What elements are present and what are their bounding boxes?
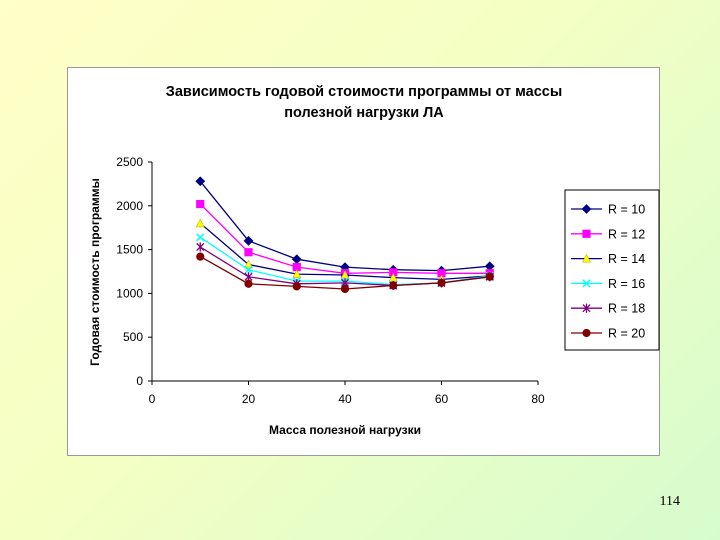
page-number: 114 [659, 494, 680, 509]
legend-label: R = 14 [608, 252, 645, 266]
chart-title-line-2: полезной нагрузки ЛА [284, 105, 444, 121]
data-point [582, 279, 591, 288]
data-point [196, 199, 205, 209]
data-point [244, 248, 253, 257]
y-axis-label: Годовая стоимость программы [88, 178, 102, 366]
legend-item: R = 20 [571, 327, 645, 341]
data-point [582, 303, 591, 313]
data-point [244, 279, 253, 288]
data-point [292, 282, 301, 291]
plot-series [195, 176, 495, 294]
legend: R = 10 R = 12 R = 14 R = 16 R = 18 R = 20 [564, 189, 660, 351]
data-point [243, 235, 254, 246]
legend-item: R = 12 [571, 227, 645, 241]
legend-label: R = 20 [608, 327, 645, 341]
x-tick-label: 0 [149, 392, 156, 406]
y-tick-label: 500 [123, 330, 143, 344]
legend-label: R = 12 [608, 227, 645, 241]
data-point [389, 281, 398, 290]
legend-label: R = 18 [608, 302, 645, 316]
data-point [196, 242, 205, 252]
x-axis-label: Масса полезной нагрузки [269, 423, 421, 437]
chart-title: Зависимость годовой стоимости программы … [166, 84, 562, 121]
data-point [582, 253, 591, 263]
y-tick-label: 1500 [116, 243, 143, 257]
data-point [581, 204, 592, 214]
legend-item: R = 16 [571, 277, 645, 291]
legend-box [564, 189, 660, 351]
data-point [244, 265, 253, 274]
x-tick-label: 60 [435, 392, 449, 406]
series-1 [195, 176, 495, 276]
legend-label: R = 16 [608, 277, 645, 291]
y-tick-label: 1000 [116, 286, 143, 300]
data-point [292, 269, 302, 279]
x-tick-label: 20 [242, 392, 256, 406]
data-point [196, 233, 205, 242]
data-point [195, 176, 206, 187]
data-point [195, 218, 205, 228]
y-tick-label: 2000 [116, 199, 143, 213]
chart-title-line-1: Зависимость годовой стоимости программы … [166, 84, 562, 100]
chart-panel: Зависимость годовой стоимости программы … [67, 67, 660, 456]
line-chart: Зависимость годовой стоимости программы … [88, 84, 660, 437]
data-point [340, 284, 350, 294]
data-point [582, 328, 591, 338]
series-6 [196, 252, 494, 294]
legend-label: R = 10 [608, 203, 645, 217]
legend-item: R = 18 [571, 302, 645, 316]
data-point [291, 254, 302, 265]
x-tick-label: 40 [338, 392, 352, 406]
y-tick-label: 2500 [116, 155, 143, 169]
data-point [485, 272, 494, 281]
data-point [582, 229, 591, 238]
y-tick-label: 0 [136, 374, 143, 388]
legend-item: R = 10 [571, 203, 645, 217]
x-tick-label: 80 [531, 392, 545, 406]
series-line [199, 180, 490, 272]
data-point [244, 259, 253, 269]
data-point [196, 252, 205, 261]
axes: 0 500 1000 1500 2000 2500 0 20 40 60 80 [116, 155, 545, 406]
data-point [437, 278, 446, 287]
legend-item: R = 14 [571, 252, 645, 266]
